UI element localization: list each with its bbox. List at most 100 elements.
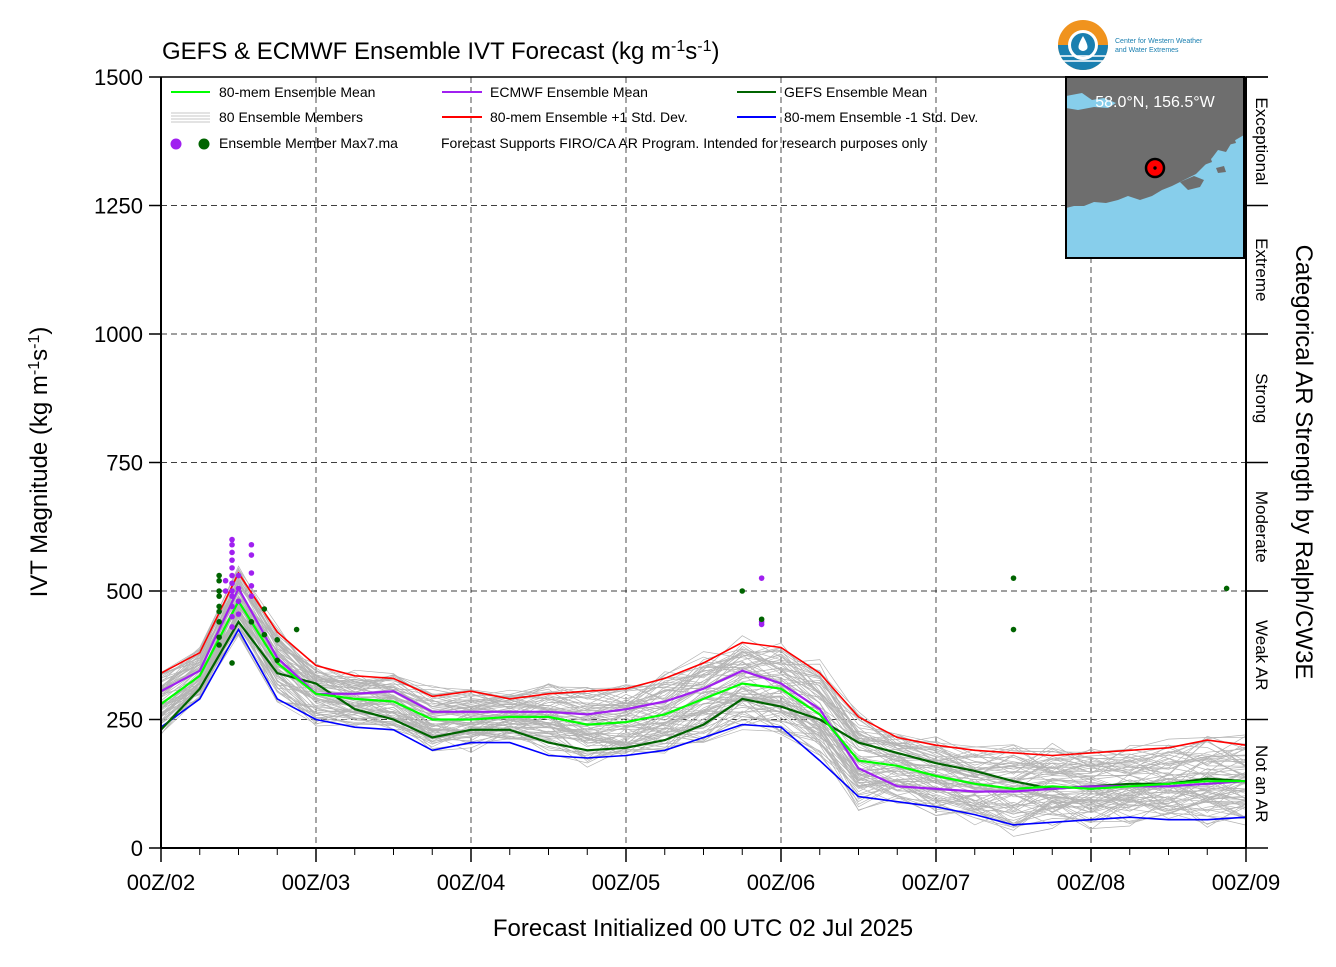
ensemble-member-line xyxy=(160,567,1247,774)
ensemble-member-line xyxy=(160,583,1247,764)
x-tick-label: 00Z/07 xyxy=(902,870,971,895)
ensemble-member-line xyxy=(160,589,1247,782)
max-markers xyxy=(216,536,1230,666)
legend: 80-mem Ensemble Mean ECMWF Ensemble Mean… xyxy=(170,84,978,151)
logo-text-line2: and Water Extremes xyxy=(1115,47,1179,54)
gefs-max-marker xyxy=(274,657,281,664)
ecmwf-max-marker xyxy=(235,598,242,605)
ecmwf-max-marker xyxy=(229,549,235,556)
ecmwf-max-marker xyxy=(229,565,235,571)
legend-swatch-members xyxy=(171,112,210,123)
ecmwf-max-marker xyxy=(229,613,235,620)
inset-island-4 xyxy=(1224,137,1236,145)
ensemble-member-line xyxy=(160,619,1247,824)
series-lines xyxy=(160,571,1247,826)
y-tick-label: 250 xyxy=(106,708,143,733)
gefs-max-marker xyxy=(1010,575,1017,581)
gefs-max-marker xyxy=(1010,626,1017,633)
ecmwf-max-marker xyxy=(248,570,255,576)
x-tick-label: 00Z/02 xyxy=(127,870,196,895)
category-label: Not an AR xyxy=(1252,745,1271,823)
ecmwf-max-marker xyxy=(248,552,255,558)
x-tick-label: 00Z/09 xyxy=(1212,870,1281,895)
gefs-max-marker xyxy=(216,588,222,594)
cw3e-logo: Center for Western Weather and Water Ext… xyxy=(1058,20,1203,70)
x-tick-label: 00Z/05 xyxy=(592,870,661,895)
ecmwf-max-marker xyxy=(222,588,229,594)
gefs-max-marker xyxy=(274,637,281,643)
ensemble-member-line xyxy=(160,600,1247,806)
x-tick-label: 00Z/04 xyxy=(437,870,506,895)
ecmwf-max-marker xyxy=(229,624,235,630)
gefs-max-marker xyxy=(293,626,300,633)
ecmwf-max-marker xyxy=(229,557,235,563)
ecmwf-max-marker xyxy=(235,611,242,617)
ecmwf-max-marker xyxy=(758,575,765,581)
logo-text-line1: Center for Western Weather xyxy=(1115,38,1203,45)
series-line-plus-std xyxy=(160,571,1247,757)
gefs-max-marker xyxy=(216,593,222,599)
right-axis-label: Categorical AR Strength by Ralph/CW3E xyxy=(1290,245,1317,680)
gefs-max-marker xyxy=(216,634,222,641)
ensemble-member-line xyxy=(160,617,1247,814)
category-label: Exceptional xyxy=(1252,97,1271,185)
ecmwf-max-marker xyxy=(229,603,235,610)
series-line-minus-std xyxy=(160,627,1247,826)
ecmwf-max-marker xyxy=(229,572,235,579)
ensemble-member-line xyxy=(160,613,1247,812)
x-tick-label: 00Z/08 xyxy=(1057,870,1126,895)
inset-land xyxy=(1066,77,1244,208)
ensemble-member-line xyxy=(160,607,1247,807)
category-label: Extreme xyxy=(1252,238,1271,301)
gefs-max-marker xyxy=(216,577,222,584)
gefs-max-marker xyxy=(248,619,255,625)
ensemble-member-line xyxy=(160,627,1247,837)
ecmwf-max-marker xyxy=(229,588,235,594)
inset-bay xyxy=(1066,93,1116,110)
ensemble-member-line xyxy=(160,607,1247,793)
ensemble-member-line xyxy=(160,590,1247,781)
legend-max-label: Ensemble Member Max7.ma xyxy=(219,135,398,151)
x-tick-label: 00Z/06 xyxy=(747,870,816,895)
y-tick-label: 1500 xyxy=(94,65,143,90)
y-tick-label: 1000 xyxy=(94,322,143,347)
ensemble-member-line xyxy=(160,574,1247,777)
ensemble-member-line xyxy=(160,591,1247,778)
inset-island-2 xyxy=(1198,156,1212,165)
ensemble-member-line xyxy=(160,621,1247,828)
gefs-max-marker xyxy=(216,608,222,615)
legend-members: 80 Ensemble Members xyxy=(219,109,363,125)
ensemble-member-line xyxy=(160,565,1247,775)
ecmwf-max-marker xyxy=(229,541,235,548)
ensemble-member-line xyxy=(160,632,1247,831)
gefs-max-marker xyxy=(216,572,222,579)
inset-island-1 xyxy=(1180,176,1204,190)
series-line-ens-mean xyxy=(160,599,1246,791)
gefs-max-marker xyxy=(261,631,268,638)
chart-title: GEFS & ECMWF Ensemble IVT Forecast (kg m… xyxy=(162,38,719,66)
legend-ecmwf-max-dot xyxy=(170,138,182,150)
ecmwf-max-marker xyxy=(235,572,242,579)
legend-note: Forecast Supports FIRO/CA AR Program. In… xyxy=(441,135,927,151)
y-tick-group: 0 250 500 750 1000 1250 1500 xyxy=(94,65,161,861)
gefs-max-marker xyxy=(216,619,222,625)
gefs-max-marker xyxy=(1223,585,1230,592)
category-group: Not an AR Weak AR Moderate Strong Extreme Exc… xyxy=(1246,76,1271,849)
ecmwf-max-marker xyxy=(229,580,235,587)
inset-location-label: 58.0°N, 156.5°W xyxy=(1095,94,1215,111)
inset-island-3 xyxy=(1216,166,1226,173)
ensemble-member-line xyxy=(160,634,1247,831)
gefs-max-marker xyxy=(216,603,222,610)
x-tick-group: 00Z/02 00Z/03 00Z/04 00Z/05 00Z/06 00Z/07 00Z/… xyxy=(127,848,1281,895)
ecmwf-max-marker xyxy=(229,593,235,599)
ecmwf-max-marker xyxy=(248,541,255,548)
ensemble-member-line xyxy=(160,606,1247,819)
ecmwf-max-marker xyxy=(758,621,765,628)
ensemble-member-line xyxy=(160,582,1247,775)
legend-gefs-max-dot xyxy=(198,138,210,150)
y-tick-label: 1250 xyxy=(94,194,143,219)
gefs-max-marker xyxy=(261,606,268,612)
legend-ecmwf-mean: ECMWF Ensemble Mean xyxy=(490,84,648,100)
legend-plus-std: 80-mem Ensemble +1 Std. Dev. xyxy=(490,109,688,125)
